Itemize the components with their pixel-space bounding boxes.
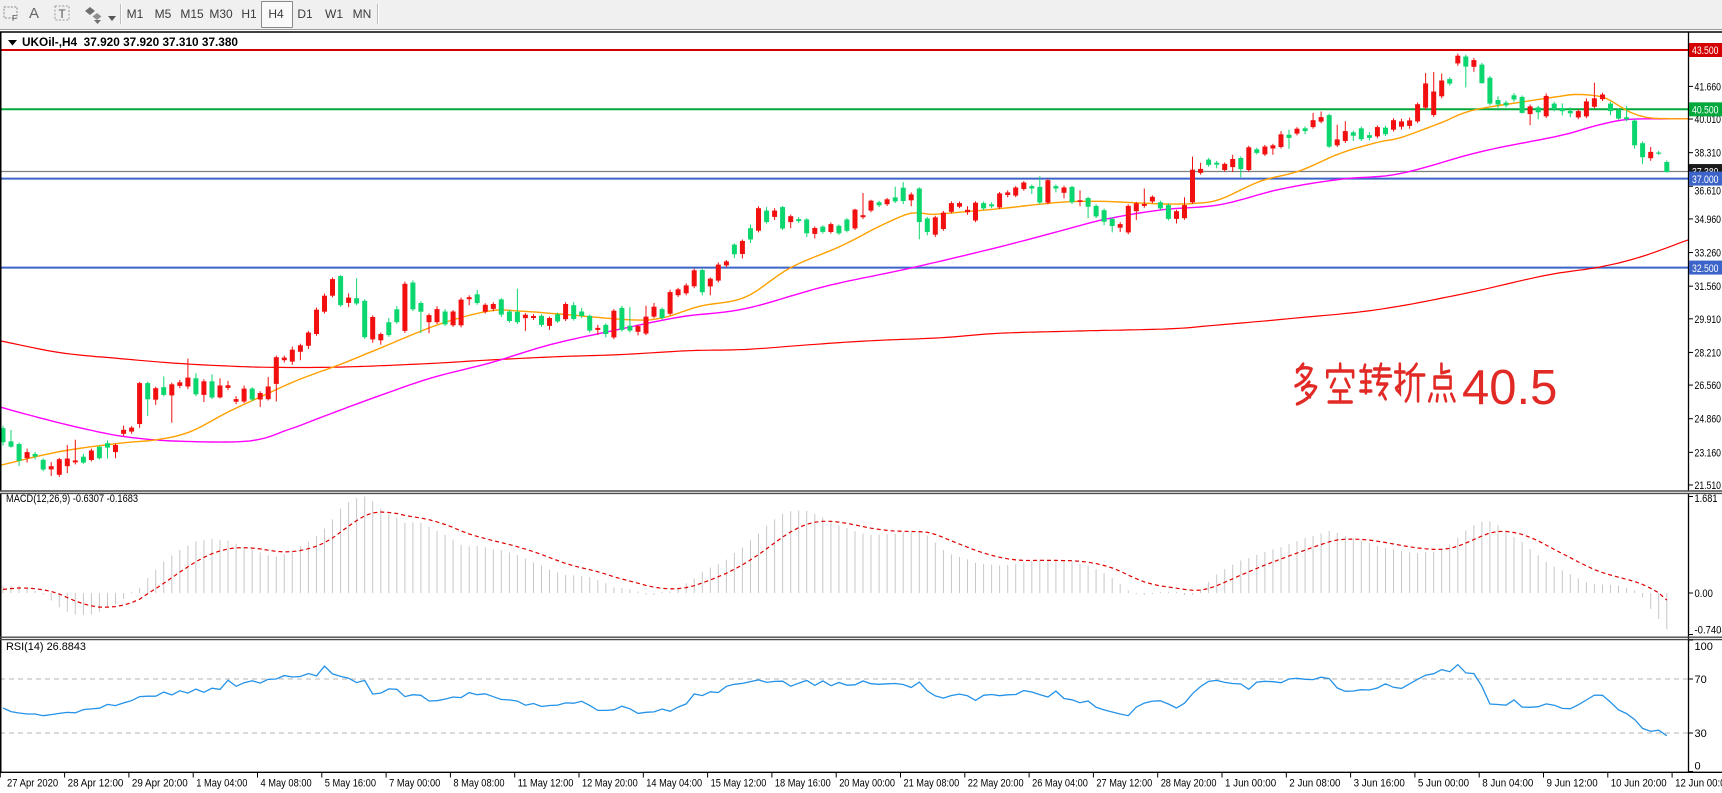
svg-text:14 May 04:00: 14 May 04:00	[646, 778, 702, 790]
svg-text:24.860: 24.860	[1695, 414, 1722, 426]
svg-text:28 May 20:00: 28 May 20:00	[1161, 778, 1217, 790]
svg-text:36.610: 36.610	[1695, 186, 1722, 198]
svg-text:1.681: 1.681	[1695, 493, 1718, 505]
svg-text:40.5: 40.5	[1462, 361, 1557, 415]
svg-text:27 May 12:00: 27 May 12:00	[1096, 778, 1152, 790]
svg-text:29.910: 29.910	[1695, 314, 1722, 326]
svg-text:1 May 04:00: 1 May 04:00	[196, 778, 247, 790]
svg-text:40.500: 40.500	[1692, 105, 1719, 117]
svg-text:9 Jun 12:00: 9 Jun 12:00	[1547, 778, 1598, 790]
svg-text:1 Jun 00:00: 1 Jun 00:00	[1225, 778, 1276, 790]
svg-text:23.160: 23.160	[1695, 447, 1722, 459]
svg-text:40.010: 40.010	[1695, 114, 1722, 126]
svg-text:20 May 00:00: 20 May 00:00	[839, 778, 895, 790]
svg-text:29 Apr 20:00: 29 Apr 20:00	[132, 778, 188, 790]
svg-text:0.00: 0.00	[1695, 588, 1713, 600]
svg-text:12 Jun 00:00: 12 Jun 00:00	[1675, 778, 1722, 790]
svg-text:70: 70	[1695, 674, 1707, 686]
svg-text:18 May 16:00: 18 May 16:00	[775, 778, 831, 790]
svg-text:T: T	[58, 7, 66, 21]
svg-text:30: 30	[1695, 728, 1707, 740]
svg-text:4 May 08:00: 4 May 08:00	[261, 778, 312, 790]
svg-text:38.310: 38.310	[1695, 148, 1722, 160]
svg-text:7 May 00:00: 7 May 00:00	[389, 778, 440, 790]
svg-text:26 May 04:00: 26 May 04:00	[1032, 778, 1088, 790]
svg-text:100: 100	[1695, 641, 1713, 653]
svg-text:33.260: 33.260	[1695, 248, 1722, 260]
svg-text:37.000: 37.000	[1692, 174, 1719, 186]
svg-text:27 Apr 2020: 27 Apr 2020	[7, 778, 58, 790]
svg-text:21 May 08:00: 21 May 08:00	[904, 778, 960, 790]
svg-text:3 Jun 16:00: 3 Jun 16:00	[1354, 778, 1405, 790]
svg-text:28 Apr 12:00: 28 Apr 12:00	[68, 778, 124, 790]
svg-text:10 Jun 20:00: 10 Jun 20:00	[1611, 778, 1667, 790]
svg-text:8 Jun 04:00: 8 Jun 04:00	[1482, 778, 1533, 790]
svg-text:26.560: 26.560	[1695, 380, 1722, 392]
svg-text:5 Jun 00:00: 5 Jun 00:00	[1418, 778, 1469, 790]
svg-text:11 May 12:00: 11 May 12:00	[518, 778, 574, 790]
svg-text:32.500: 32.500	[1692, 263, 1719, 275]
svg-text:43.500: 43.500	[1692, 45, 1719, 57]
svg-text:-0.7408: -0.7408	[1695, 625, 1722, 637]
svg-text:31.560: 31.560	[1695, 281, 1722, 293]
svg-text:12 May 20:00: 12 May 20:00	[582, 778, 638, 790]
svg-text:34.960: 34.960	[1695, 214, 1722, 226]
svg-text:RSI(14) 26.8843: RSI(14) 26.8843	[6, 641, 86, 653]
svg-text:15 May 12:00: 15 May 12:00	[711, 778, 767, 790]
svg-text:UKOil-,H4 37.920 37.920 37.31: UKOil-,H4 37.920 37.920 37.310 37.380	[22, 37, 238, 49]
svg-text:8 May 08:00: 8 May 08:00	[453, 778, 504, 790]
svg-text:F: F	[12, 14, 17, 23]
svg-text:0: 0	[1695, 761, 1701, 773]
svg-text:2 Jun 08:00: 2 Jun 08:00	[1289, 778, 1340, 790]
svg-text:22 May 20:00: 22 May 20:00	[968, 778, 1024, 790]
svg-text:28.210: 28.210	[1695, 347, 1722, 359]
svg-text:41.660: 41.660	[1695, 81, 1722, 93]
svg-text:21.510: 21.510	[1695, 480, 1722, 492]
svg-text:MACD(12,26,9) -0.6307 -0.1683: MACD(12,26,9) -0.6307 -0.1683	[6, 493, 138, 505]
svg-text:5 May 16:00: 5 May 16:00	[325, 778, 376, 790]
